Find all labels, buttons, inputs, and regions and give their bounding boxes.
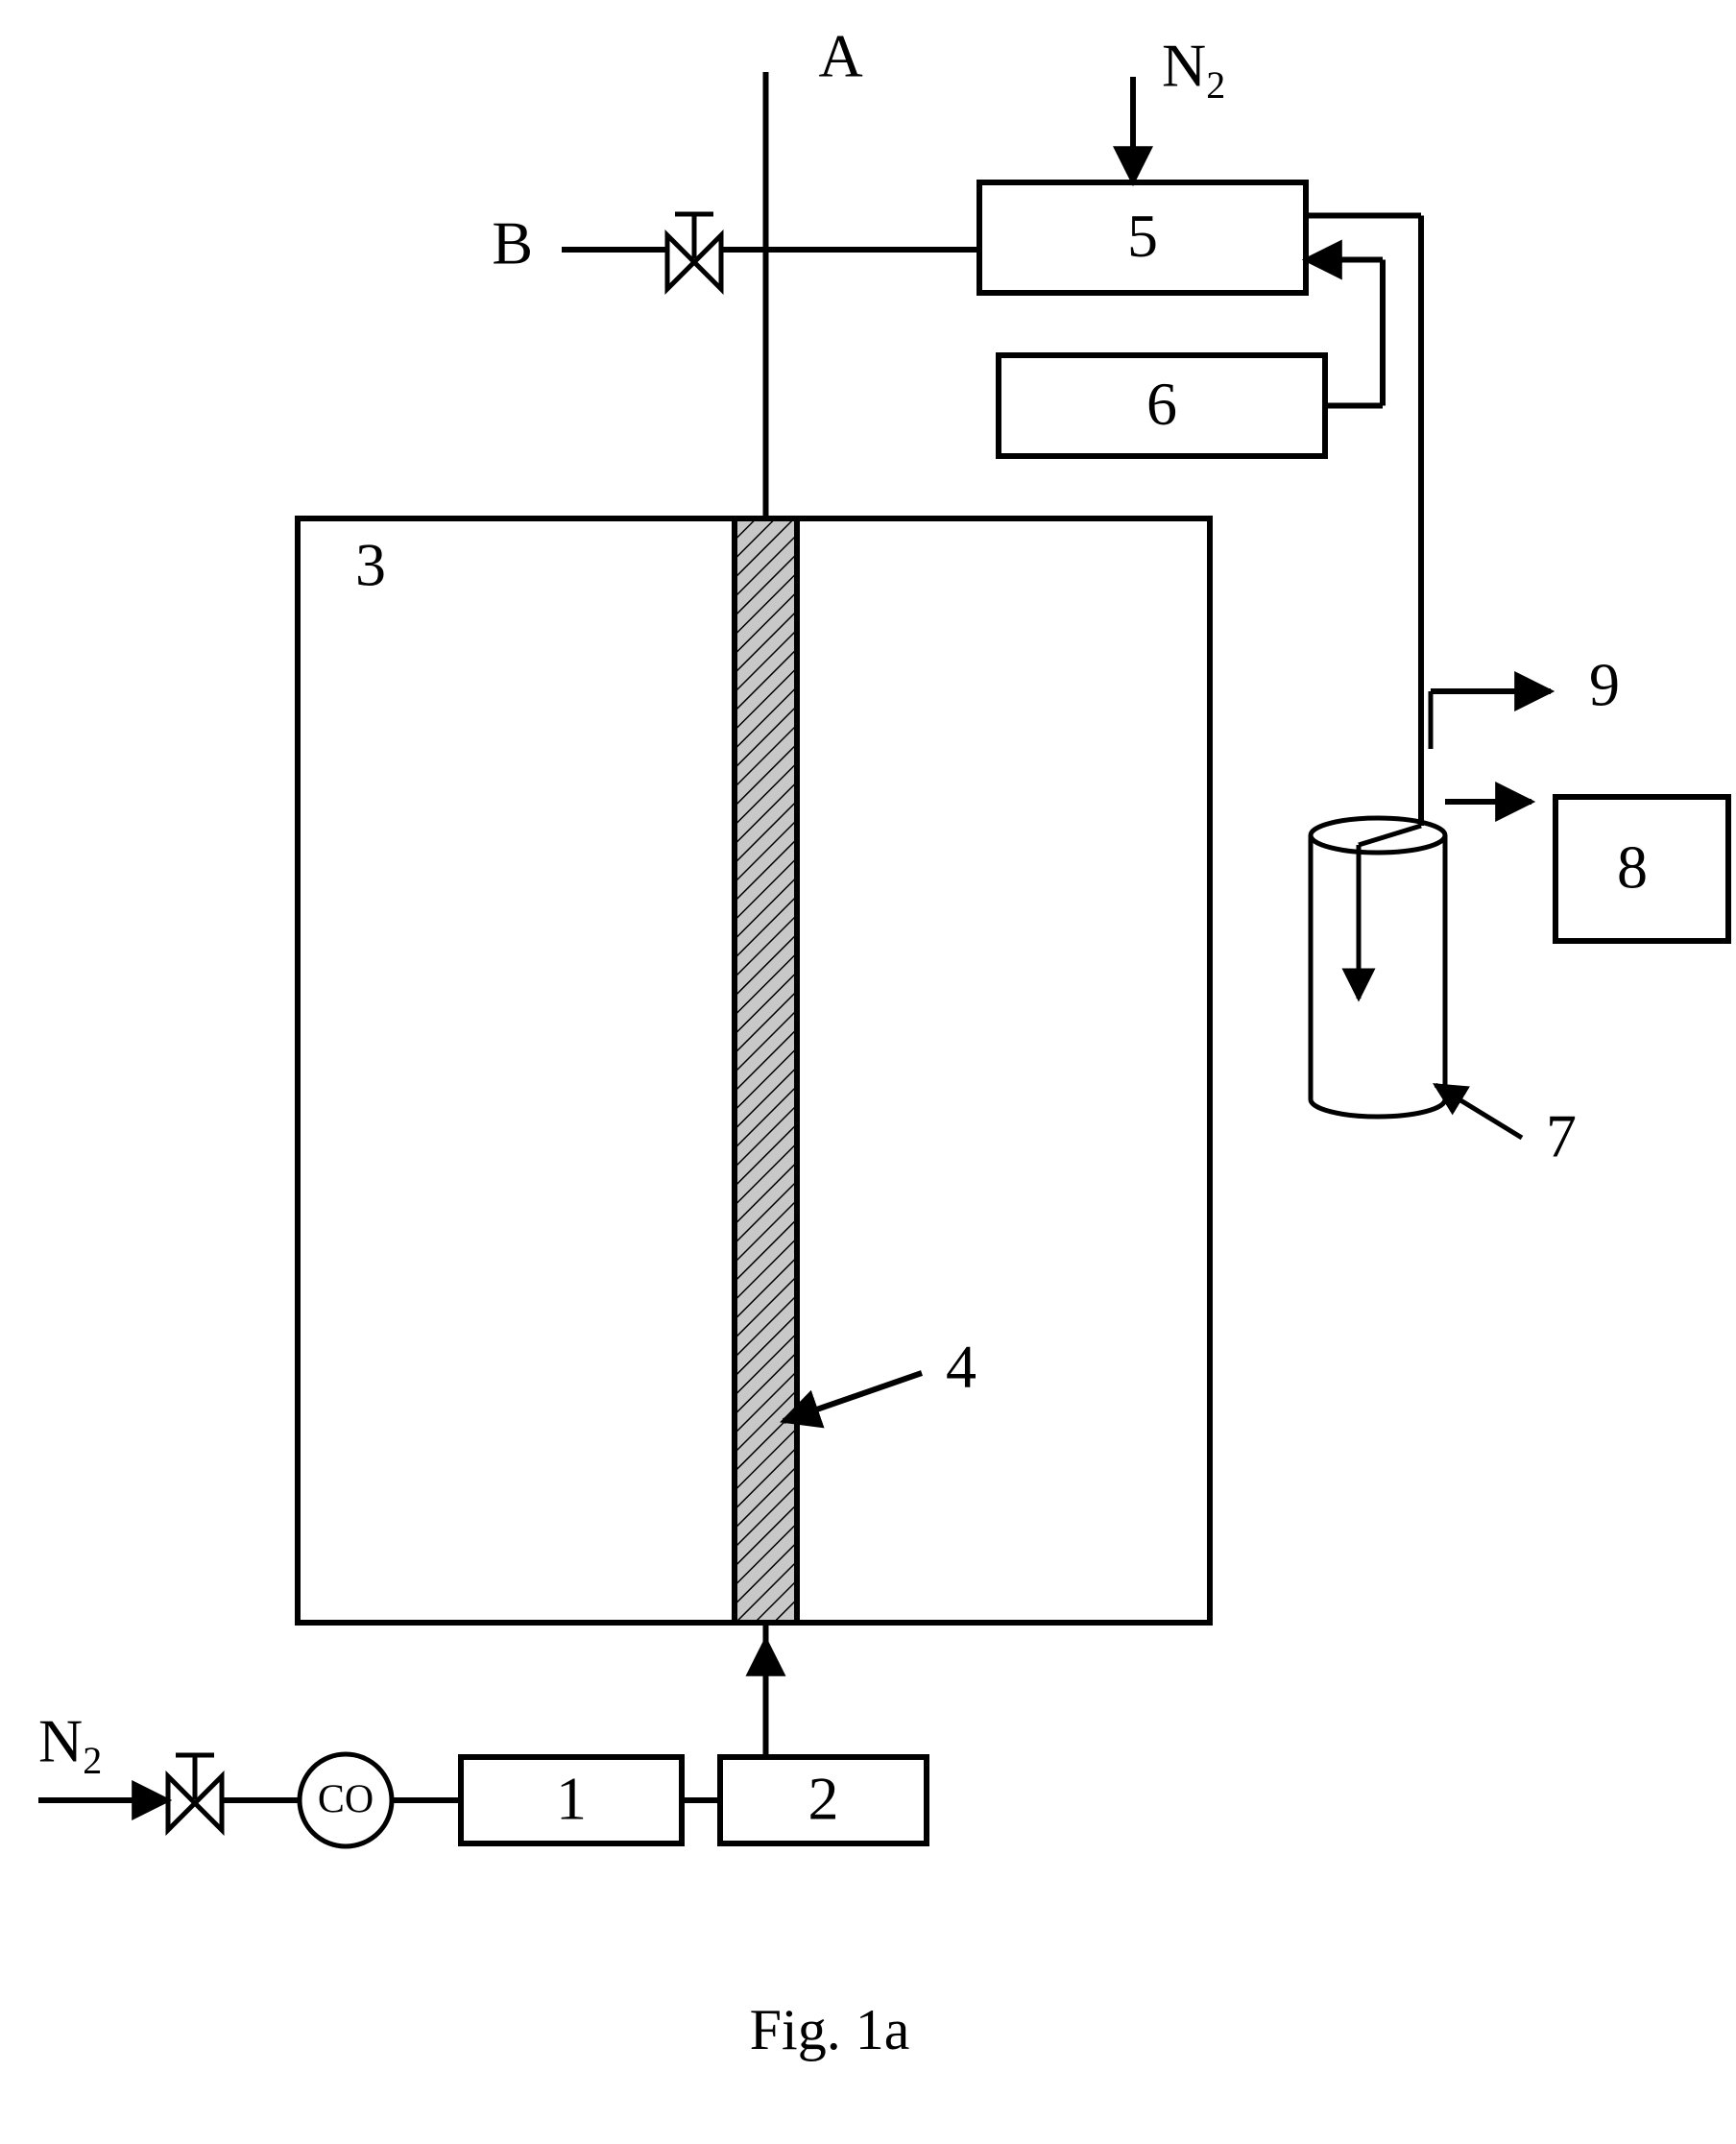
label-6: 6 <box>1146 370 1177 438</box>
label-B: B <box>492 209 533 277</box>
label-4: 4 <box>946 1333 976 1401</box>
valve-top <box>667 214 721 289</box>
label-9: 9 <box>1589 651 1620 719</box>
label-8: 8 <box>1617 833 1648 902</box>
valve-bottom <box>168 1755 222 1830</box>
trap-body <box>1311 835 1445 1117</box>
figure-caption: Fig. 1a <box>750 1998 910 2061</box>
label-N2-bottom: N2 <box>38 1707 102 1783</box>
label-3: 3 <box>355 531 386 599</box>
label-CO: CO <box>318 1778 374 1822</box>
pointer-7 <box>1435 1085 1522 1138</box>
label-N2-top: N2 <box>1162 32 1225 108</box>
label-5: 5 <box>1127 202 1158 270</box>
pointer-4 <box>784 1373 922 1421</box>
line-into-trap-h <box>1359 826 1421 845</box>
label-2: 2 <box>808 1765 839 1833</box>
trap-top <box>1311 818 1445 853</box>
reactor-4 <box>735 518 797 1623</box>
label-1: 1 <box>556 1765 587 1833</box>
label-A: A <box>819 22 863 90</box>
label-7: 7 <box>1546 1102 1577 1170</box>
